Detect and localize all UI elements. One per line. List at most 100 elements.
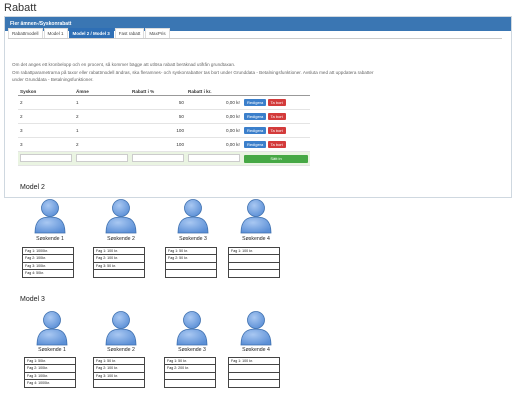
rule-row (166, 263, 216, 271)
person-icon (175, 198, 211, 234)
discount-rules-box: Fag 1: 100 kr. (228, 247, 280, 278)
rule-row: Fag 1: 1000kr. (23, 248, 73, 256)
rule-row: Fag 1: 50kr. (25, 358, 75, 366)
rule-row (229, 263, 279, 271)
person-icon (34, 310, 70, 346)
tab-fast-rabatt[interactable]: Fast rabatt (114, 28, 145, 38)
rule-row: Fag 1: 100 kr. (94, 248, 144, 256)
table-row: 3 1 100 0,00 kr Redigera Ta bort (18, 123, 310, 138)
rule-row (229, 270, 279, 276)
cell-amne: 1 (74, 123, 130, 138)
rule-row (165, 380, 215, 386)
rule-row (94, 380, 144, 386)
discount-rules-box: Fag 1: 100 kr. (228, 357, 280, 388)
cell-pct: 50 (130, 95, 186, 110)
table-row: 3 2 100 0,00 kr Redigera Ta bort (18, 137, 310, 152)
discount-rules-box: Fag 1: 50 kr. Fag 2: 100 kr. Fag 3: 100 kr… (93, 357, 145, 388)
discount-panel: Fler ämnen-/Syskonrabatt (4, 16, 512, 198)
rule-row: Fag 2: 100 kr. (94, 255, 144, 263)
sibling-label: Søskende 3 (178, 347, 206, 353)
tab-model-2-3[interactable]: Model 2 / Model 3 (68, 28, 114, 38)
rule-row: Fag 3: 50 kr. (94, 263, 144, 271)
discount-table: Syskon Ämne Rabatt i % Rabatt i kr. 2 1 … (18, 88, 310, 166)
cell-syskon: 2 (18, 95, 74, 110)
rule-row (94, 270, 144, 276)
panel-title: Fler ämnen-/Syskonrabatt (5, 17, 511, 31)
tab-bar: Rabattmodell Model 1 Model 2 / Model 3 F… (8, 28, 502, 39)
sibling-label: Søskende 4 (242, 347, 270, 353)
tab-rabattmodell[interactable]: Rabattmodell (8, 28, 43, 38)
amne-input[interactable] (76, 154, 128, 162)
edit-button[interactable]: Redigera (244, 113, 267, 120)
sibling-label: Søskende 2 (107, 236, 135, 242)
edit-button[interactable]: Redigera (244, 99, 267, 106)
syskon-input[interactable] (20, 154, 72, 162)
discount-rules-box: Fag 1: 50 kr. Fag 2: 50 kr. (165, 247, 217, 278)
rule-row: Fag 2: 100 kr. (94, 365, 144, 373)
col-amne: Ämne (74, 88, 130, 96)
cell-syskon: 3 (18, 123, 74, 138)
sibling-label: Søskende 1 (36, 236, 64, 242)
rule-row: Fag 1: 50 kr. (94, 358, 144, 366)
rule-row: Fag 2: 200 kr. (165, 365, 215, 373)
tab-model-1[interactable]: Model 1 (43, 28, 68, 38)
model-3-title: Model 3 (20, 296, 45, 303)
tab-maxpris[interactable]: MaxPris (145, 28, 170, 38)
edit-button[interactable]: Redigera (244, 141, 267, 148)
rule-row (165, 373, 215, 381)
pct-input[interactable] (132, 154, 184, 162)
col-rabatt-pct: Rabatt i % (130, 88, 186, 96)
delete-button[interactable]: Ta bort (267, 99, 286, 106)
discount-rules-box: Fag 1: 100 kr. Fag 2: 100 kr. Fag 3: 50 kr… (93, 247, 145, 278)
rule-row: Fag 1: 100 kr. (229, 248, 279, 256)
cell-amne: 1 (74, 95, 130, 110)
person-icon (103, 310, 139, 346)
person-icon (174, 310, 210, 346)
cell-pct: 100 (130, 123, 186, 138)
rule-row: Fag 2: 50 kr. (166, 255, 216, 263)
kr-input[interactable] (188, 154, 240, 162)
rule-row (229, 365, 279, 373)
rule-row: Fag 1: 50 kr. (165, 358, 215, 366)
person-icon (238, 198, 274, 234)
edit-button[interactable]: Redigera (244, 127, 267, 134)
info-text-2: Om rabattparametrarna på taxor eller rab… (12, 70, 374, 75)
rule-row (229, 380, 279, 386)
discount-rules-box: Fag 1: 50kr. Fag 2: 100kr. Fag 3: 100kr. Fa… (24, 357, 76, 388)
sibling-label: Søskende 1 (38, 347, 66, 353)
person-icon (238, 310, 274, 346)
col-rabatt-kr: Rabatt i kr. (186, 88, 242, 96)
cell-kr: 0,00 kr (186, 123, 242, 138)
table-header-row: Syskon Ämne Rabatt i % Rabatt i kr. (18, 88, 310, 96)
rule-row: Fag 1: 100 kr. (229, 358, 279, 366)
col-syskon: Syskon (18, 88, 74, 96)
col-actions (242, 88, 310, 96)
rule-row: Fag 2: 100kr. (23, 255, 73, 263)
insert-button[interactable]: Sätt in (244, 154, 308, 163)
table-row: 2 2 50 0,00 kr Redigera Ta bort (18, 109, 310, 124)
cell-amne: 2 (74, 109, 130, 124)
sibling-label: Søskende 4 (242, 236, 270, 242)
rule-row: Fag 3: 100kr. (25, 373, 75, 381)
rule-row (166, 270, 216, 276)
rule-row (229, 255, 279, 263)
rule-row: Fag 1: 50 kr. (166, 248, 216, 256)
cell-pct: 50 (130, 109, 186, 124)
rule-row: Fag 3: 100kr. (23, 263, 73, 271)
sibling-label: Søskende 2 (107, 347, 135, 353)
person-icon (103, 198, 139, 234)
info-text-1: Om det anges ett kronbelopp och en proce… (12, 62, 236, 67)
cell-syskon: 2 (18, 109, 74, 124)
cell-kr: 0,00 kr (186, 95, 242, 110)
cell-kr: 0,00 kr (186, 109, 242, 124)
page-title: Rabatt (4, 2, 37, 14)
cell-kr: 0,00 kr (186, 137, 242, 152)
rule-row: Fag 2: 100kr. (25, 365, 75, 373)
delete-button[interactable]: Ta bort (267, 113, 286, 120)
delete-button[interactable]: Ta bort (267, 127, 286, 134)
discount-rules-box: Fag 1: 1000kr. Fag 2: 100kr. Fag 3: 100kr.… (22, 247, 74, 278)
delete-button[interactable]: Ta bort (267, 141, 286, 148)
table-row: 2 1 50 0,00 kr Redigera Ta bort (18, 95, 310, 110)
new-row: Sätt in (18, 151, 310, 166)
cell-syskon: 3 (18, 137, 74, 152)
